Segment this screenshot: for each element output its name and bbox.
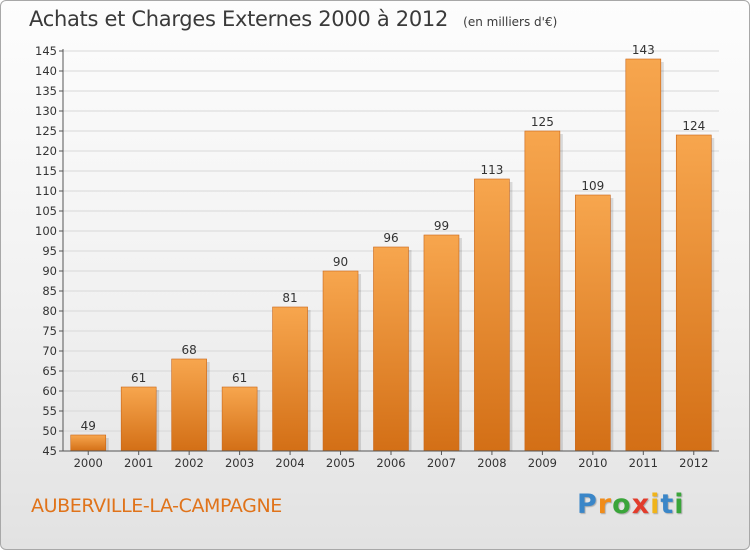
x-tick-label: 2003 [225,456,254,470]
bar [171,358,207,452]
x-tick-label: 2011 [629,456,658,470]
chart-subtitle: (en milliers d'€) [463,15,558,29]
data-label: 109 [581,179,604,193]
logo-letter: o [612,489,632,520]
bars [70,58,715,452]
commune-name: AUBERVILLE-LA-CAMPAGNE [31,495,282,517]
y-tick-label: 120 [35,144,57,158]
logo-letter: r [597,489,613,520]
y-tick-label: 105 [35,204,57,218]
data-label: 113 [480,163,503,177]
y-tick-label: 45 [42,444,57,458]
x-tick-label: 2005 [326,456,355,470]
x-tick-label: 2002 [175,456,204,470]
bar [675,134,712,452]
y-tick-label: 75 [42,324,57,338]
bar [221,386,258,452]
logo-letter: t [660,489,675,520]
bar [474,178,510,452]
bar [524,130,561,452]
data-label: 96 [383,231,398,245]
bar [272,306,308,452]
x-tick-label: 2012 [679,456,708,470]
y-tick-label: 130 [35,104,57,118]
x-tick-label: 2001 [124,456,153,470]
y-tick-label: 60 [42,384,57,398]
data-label: 49 [81,419,96,433]
chart-header: Achats et Charges Externes 2000 à 2012 (… [29,7,557,31]
x-tick-label: 2004 [275,456,304,470]
data-label: 90 [333,255,348,269]
y-tick-label: 55 [42,404,57,418]
y-tick-label: 125 [35,124,57,138]
y-tick-label: 70 [42,344,57,358]
logo-letter: P [577,489,598,520]
y-tick-label: 100 [35,224,57,238]
y-tick-label: 140 [35,64,57,78]
x-tick-labels: 2000 2001 2002 2003 2004 2005 2006 2007 2008 2009… [74,456,709,470]
data-label: 99 [434,219,449,233]
bar [625,58,662,452]
y-tick-label: 110 [35,184,57,198]
chart-title: Achats et Charges Externes 2000 à 2012 [29,7,449,31]
data-label: 81 [282,291,297,305]
data-label: 61 [232,371,247,385]
bar [120,386,157,452]
logo-letter: x [631,489,651,520]
y-tick-label: 80 [42,304,57,318]
bar [70,434,107,452]
bar [575,194,611,452]
x-tick-label: 2007 [427,456,456,470]
y-tick-label: 90 [42,264,57,278]
logo-letter: i [674,489,685,520]
proxiti-logo: Proxiti [577,489,685,520]
x-tick-label: 2008 [477,456,506,470]
y-tick-labels: 45 50 55 60 65 70 75 80 85 90 95 100 105 110 115 120 125… [35,44,57,458]
data-label: 124 [682,119,705,133]
y-tick-label: 115 [35,164,57,178]
x-tick-label: 2006 [376,456,405,470]
data-label: 61 [131,371,146,385]
data-label: 143 [632,43,655,57]
y-tick-label: 50 [42,424,57,438]
bar [423,234,460,452]
x-tick-label: 2000 [74,456,103,470]
y-tick-label: 65 [42,364,57,378]
data-labels: 49 61 68 61 81 90 96 99 113 125 109 143 124 [81,43,706,433]
y-tick-label: 85 [42,284,57,298]
logo-letter: i [650,489,661,520]
data-label: 125 [531,115,554,129]
y-tick-label: 145 [35,44,57,58]
data-label: 68 [182,343,197,357]
x-tick-label: 2009 [528,456,557,470]
bar [373,246,409,452]
y-tick-label: 135 [35,84,57,98]
bar [322,270,359,452]
axes [62,49,719,455]
y-tick-label: 95 [42,244,57,258]
x-tick-label: 2010 [578,456,607,470]
